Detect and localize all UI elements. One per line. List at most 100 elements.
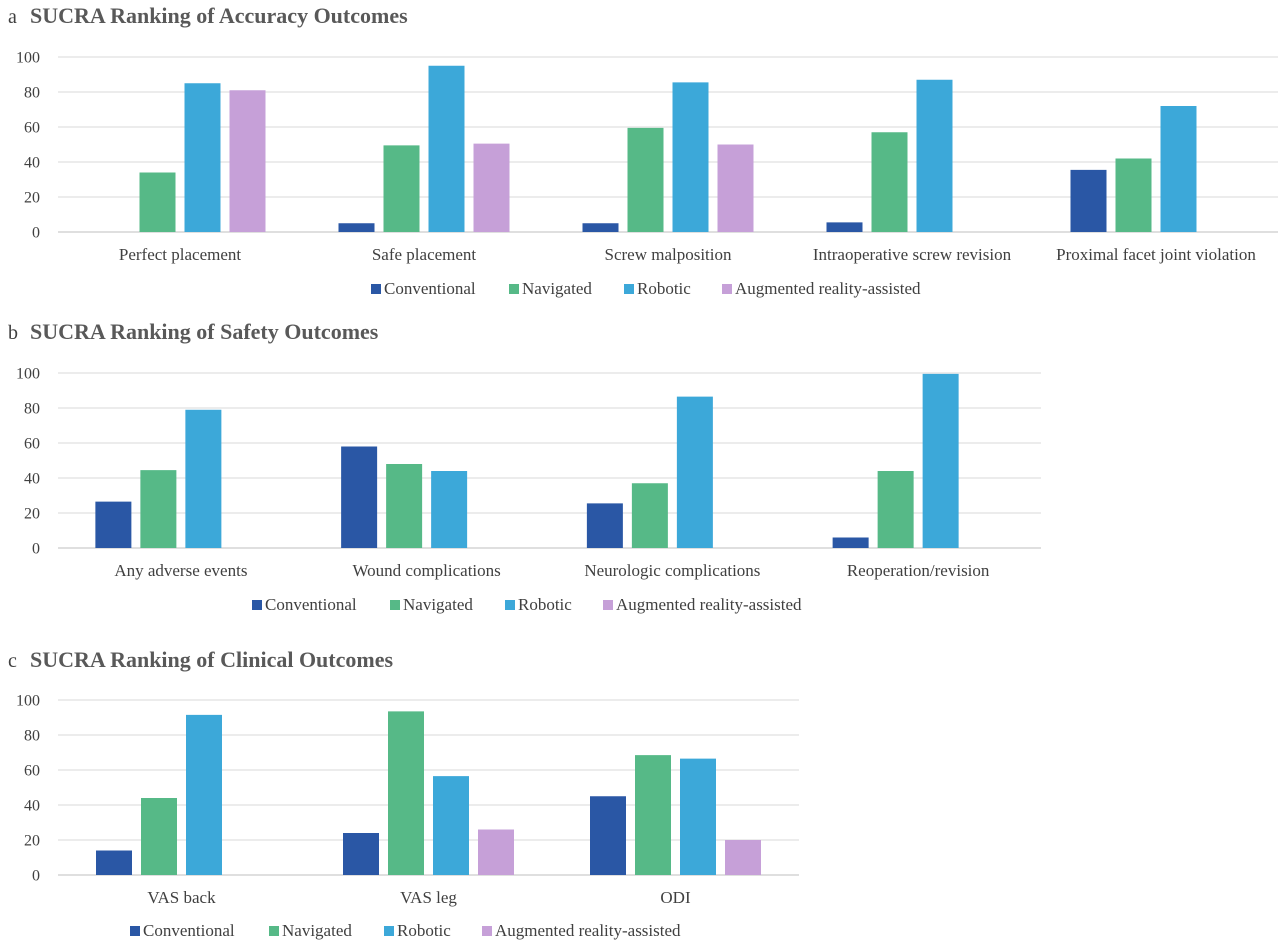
bar-conventional-3 [826, 222, 863, 232]
legend-label: Conventional [143, 921, 235, 940]
bar-navigated-1 [386, 464, 423, 548]
legend-label: Navigated [522, 279, 592, 298]
bar-navigated-2 [635, 755, 671, 875]
x-category-label: Any adverse events [114, 561, 247, 580]
bar-navigated-2 [631, 483, 668, 548]
legend-swatch [624, 284, 634, 294]
legend-swatch [505, 600, 515, 610]
legend-swatch [603, 600, 613, 610]
bar-robotic-0 [184, 83, 221, 232]
y-tick-label: 100 [16, 366, 40, 383]
bar-conventional-3 [832, 537, 869, 548]
bar-conventional-2 [586, 503, 623, 548]
chart-title: SUCRA Ranking of Clinical Outcomes [30, 647, 393, 672]
x-category-label: Reoperation/revision [847, 561, 990, 580]
legend-label: Robotic [637, 279, 691, 298]
bar-conventional-1 [338, 223, 375, 232]
legend-label: Navigated [282, 921, 352, 940]
bar-augmented-reality-assisted-0 [229, 90, 266, 232]
panel-letter: a [8, 6, 17, 28]
y-tick-label: 20 [24, 506, 40, 523]
y-tick-label: 40 [24, 798, 40, 815]
bar-robotic-2 [676, 396, 713, 548]
x-category-label: VAS back [147, 888, 216, 907]
legend: Conventional Navigated Robotic Augmented re… [130, 921, 681, 940]
bar-augmented-reality-assisted-2 [717, 144, 754, 232]
panel-letter: b [8, 322, 18, 344]
legend-swatch [269, 926, 279, 936]
x-category-label: Perfect placement [119, 245, 242, 264]
y-tick-label: 0 [32, 541, 40, 558]
bar-navigated-1 [388, 711, 424, 875]
x-category-label: Wound complications [352, 561, 500, 580]
bar-conventional-1 [341, 446, 378, 548]
bar-navigated-3 [877, 471, 914, 548]
legend-swatch [252, 600, 262, 610]
bar-conventional-1 [343, 833, 379, 875]
y-tick-label: 80 [24, 728, 40, 745]
legend-swatch [482, 926, 492, 936]
bar-robotic-0 [186, 714, 222, 875]
bar-conventional-2 [582, 223, 619, 232]
bar-robotic-2 [672, 82, 709, 232]
y-tick-label: 40 [24, 471, 40, 488]
y-tick-label: 80 [24, 401, 40, 418]
bar-navigated-4 [1115, 158, 1152, 232]
x-category-label: Intraoperative screw revision [813, 245, 1012, 264]
bar-conventional-0 [95, 501, 132, 548]
chart-panel-b: b SUCRA Ranking of Safety Outcomes 0 20 40 60… [8, 319, 1041, 614]
legend-swatch [384, 926, 394, 936]
legend-swatch [722, 284, 732, 294]
chart-title: SUCRA Ranking of Accuracy Outcomes [30, 3, 408, 28]
y-tick-label: 60 [24, 120, 40, 137]
bar-robotic-2 [680, 758, 716, 875]
bar-navigated-3 [871, 132, 908, 232]
x-category-label: VAS leg [400, 888, 457, 907]
bar-navigated-0 [141, 798, 177, 875]
legend-label: Robotic [397, 921, 451, 940]
bar-augmented-reality-assisted-1 [473, 143, 510, 232]
chart-panel-c: c SUCRA Ranking of Clinical Outcomes 0 20 40… [8, 647, 799, 940]
legend-label: Augmented reality-assisted [735, 279, 921, 298]
bar-augmented-reality-assisted-1 [478, 829, 514, 875]
legend-label: Robotic [518, 595, 572, 614]
legend-swatch [390, 600, 400, 610]
bar-robotic-1 [433, 776, 469, 875]
bar-navigated-0 [139, 172, 176, 232]
bar-robotic-0 [185, 409, 222, 548]
bar-robotic-1 [431, 471, 468, 548]
bar-robotic-3 [916, 79, 953, 232]
y-tick-label: 0 [32, 225, 40, 242]
legend: Conventional Navigated Robotic Augmented re… [371, 279, 921, 298]
bar-augmented-reality-assisted-2 [725, 840, 761, 875]
x-category-label: ODI [660, 888, 691, 907]
x-category-label: Neurologic complications [584, 561, 760, 580]
y-tick-label: 60 [24, 763, 40, 780]
legend: Conventional Navigated Robotic Augmented re… [252, 595, 802, 614]
bar-conventional-2 [590, 796, 626, 875]
bar-robotic-3 [922, 373, 959, 548]
y-tick-label: 60 [24, 436, 40, 453]
y-tick-label: 40 [24, 155, 40, 172]
legend-swatch [371, 284, 381, 294]
legend-swatch [509, 284, 519, 294]
chart-panel-a: a SUCRA Ranking of Accuracy Outcomes 0 20 40… [8, 3, 1278, 298]
legend-label: Conventional [265, 595, 357, 614]
legend-label: Conventional [384, 279, 476, 298]
legend-swatch [130, 926, 140, 936]
y-tick-label: 20 [24, 833, 40, 850]
legend-label: Augmented reality-assisted [495, 921, 681, 940]
bar-navigated-2 [627, 127, 664, 232]
legend-label: Augmented reality-assisted [616, 595, 802, 614]
y-tick-label: 80 [24, 85, 40, 102]
y-tick-label: 100 [16, 50, 40, 67]
x-category-label: Screw malposition [604, 245, 732, 264]
bar-robotic-4 [1160, 106, 1197, 232]
x-category-label: Proximal facet joint violation [1056, 245, 1256, 264]
bar-navigated-0 [140, 470, 177, 548]
bar-robotic-1 [428, 65, 465, 232]
y-tick-label: 0 [32, 868, 40, 885]
y-tick-label: 100 [16, 693, 40, 710]
legend-label: Navigated [403, 595, 473, 614]
